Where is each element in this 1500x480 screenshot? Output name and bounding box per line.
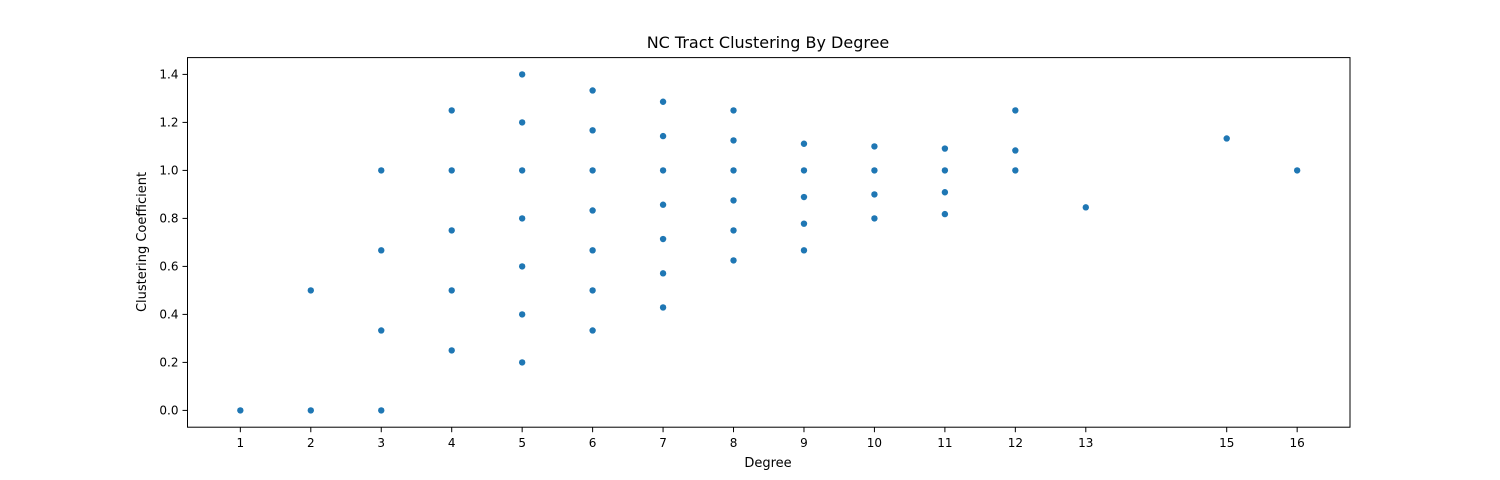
x-tick-label: 1 xyxy=(237,436,245,450)
data-point xyxy=(589,287,596,294)
y-tick-label: 1.0 xyxy=(159,163,178,177)
data-point xyxy=(871,167,878,174)
y-tick-label: 1.2 xyxy=(159,115,178,129)
y-tick-label: 0.0 xyxy=(159,403,178,417)
data-point xyxy=(730,227,737,234)
x-tick-label: 6 xyxy=(589,436,597,450)
data-point xyxy=(307,287,314,294)
plot-frame xyxy=(187,57,1351,428)
data-point xyxy=(518,215,526,222)
x-tick-label: 3 xyxy=(377,436,385,450)
x-tick-label: 13 xyxy=(1078,436,1093,450)
data-point xyxy=(1223,135,1230,142)
data-point xyxy=(659,235,667,243)
x-tick-label: 9 xyxy=(800,436,808,450)
x-axis-label: Degree xyxy=(744,456,791,471)
x-tick-label: 11 xyxy=(937,436,952,450)
data-point xyxy=(518,71,526,78)
data-point xyxy=(448,167,455,174)
data-point xyxy=(871,143,878,150)
x-tick-label: 7 xyxy=(659,436,667,450)
data-point xyxy=(1012,147,1019,154)
y-tick-label: 0.6 xyxy=(159,259,178,273)
data-point xyxy=(730,107,737,114)
data-point xyxy=(800,140,808,147)
data-point xyxy=(1012,167,1019,174)
y-tick-label: 1.4 xyxy=(159,67,178,81)
y-axis-label: Clustering Coefficient xyxy=(135,172,150,312)
data-point xyxy=(871,215,878,222)
data-point xyxy=(1293,167,1301,174)
data-point xyxy=(589,167,596,174)
x-axis: 1 2 3 4 5 6 7 8 9 10 11 12 13 15 16 xyxy=(237,427,1305,450)
y-tick-label: 0.2 xyxy=(159,355,178,369)
x-tick-label: 8 xyxy=(730,436,738,450)
data-point xyxy=(800,247,808,254)
x-tick-label: 2 xyxy=(307,436,315,450)
data-point xyxy=(448,287,455,294)
y-tick-label: 0.8 xyxy=(159,211,178,225)
data-point xyxy=(941,210,949,218)
data-point xyxy=(448,347,455,354)
data-point xyxy=(237,407,244,414)
data-point xyxy=(730,197,737,204)
x-tick-label: 10 xyxy=(867,436,882,450)
data-point xyxy=(941,167,949,174)
data-point xyxy=(518,311,526,318)
data-point xyxy=(589,247,596,254)
x-tick-label: 16 xyxy=(1290,436,1305,450)
data-point xyxy=(800,167,808,174)
data-point xyxy=(518,167,526,174)
data-points xyxy=(237,71,1301,414)
data-point xyxy=(659,132,667,140)
data-point xyxy=(941,145,949,152)
data-point xyxy=(941,189,949,196)
x-tick-label: 5 xyxy=(518,436,526,450)
data-point xyxy=(518,119,526,126)
y-axis: 0.0 0.2 0.4 0.6 0.8 1.0 1.2 1.4 xyxy=(159,67,188,417)
data-point xyxy=(448,227,455,234)
data-point xyxy=(1012,107,1019,114)
data-point xyxy=(589,127,596,134)
data-point xyxy=(589,207,596,214)
data-point xyxy=(659,167,667,174)
x-tick-label: 12 xyxy=(1008,436,1023,450)
data-point xyxy=(378,167,385,174)
data-point xyxy=(800,193,808,201)
data-point xyxy=(1082,204,1089,211)
data-point xyxy=(659,98,667,105)
plot-area xyxy=(187,57,1351,428)
data-point xyxy=(378,407,385,414)
data-point xyxy=(730,257,737,264)
data-point xyxy=(378,327,385,334)
data-point xyxy=(307,407,314,414)
x-tick-label: 15 xyxy=(1219,436,1234,450)
data-point xyxy=(589,87,596,94)
data-point xyxy=(448,107,455,114)
chart-title: NC Tract Clustering By Degree xyxy=(647,33,890,52)
data-point xyxy=(800,220,808,227)
data-point xyxy=(589,327,596,334)
data-point xyxy=(659,304,667,311)
data-point xyxy=(378,247,385,254)
data-point xyxy=(659,270,667,277)
data-point xyxy=(730,137,737,144)
x-tick-label: 4 xyxy=(448,436,456,450)
data-point xyxy=(730,167,737,174)
data-point xyxy=(518,263,526,270)
data-point xyxy=(871,191,878,198)
data-point xyxy=(518,359,526,366)
y-tick-label: 0.4 xyxy=(159,307,178,321)
data-point xyxy=(659,201,667,208)
